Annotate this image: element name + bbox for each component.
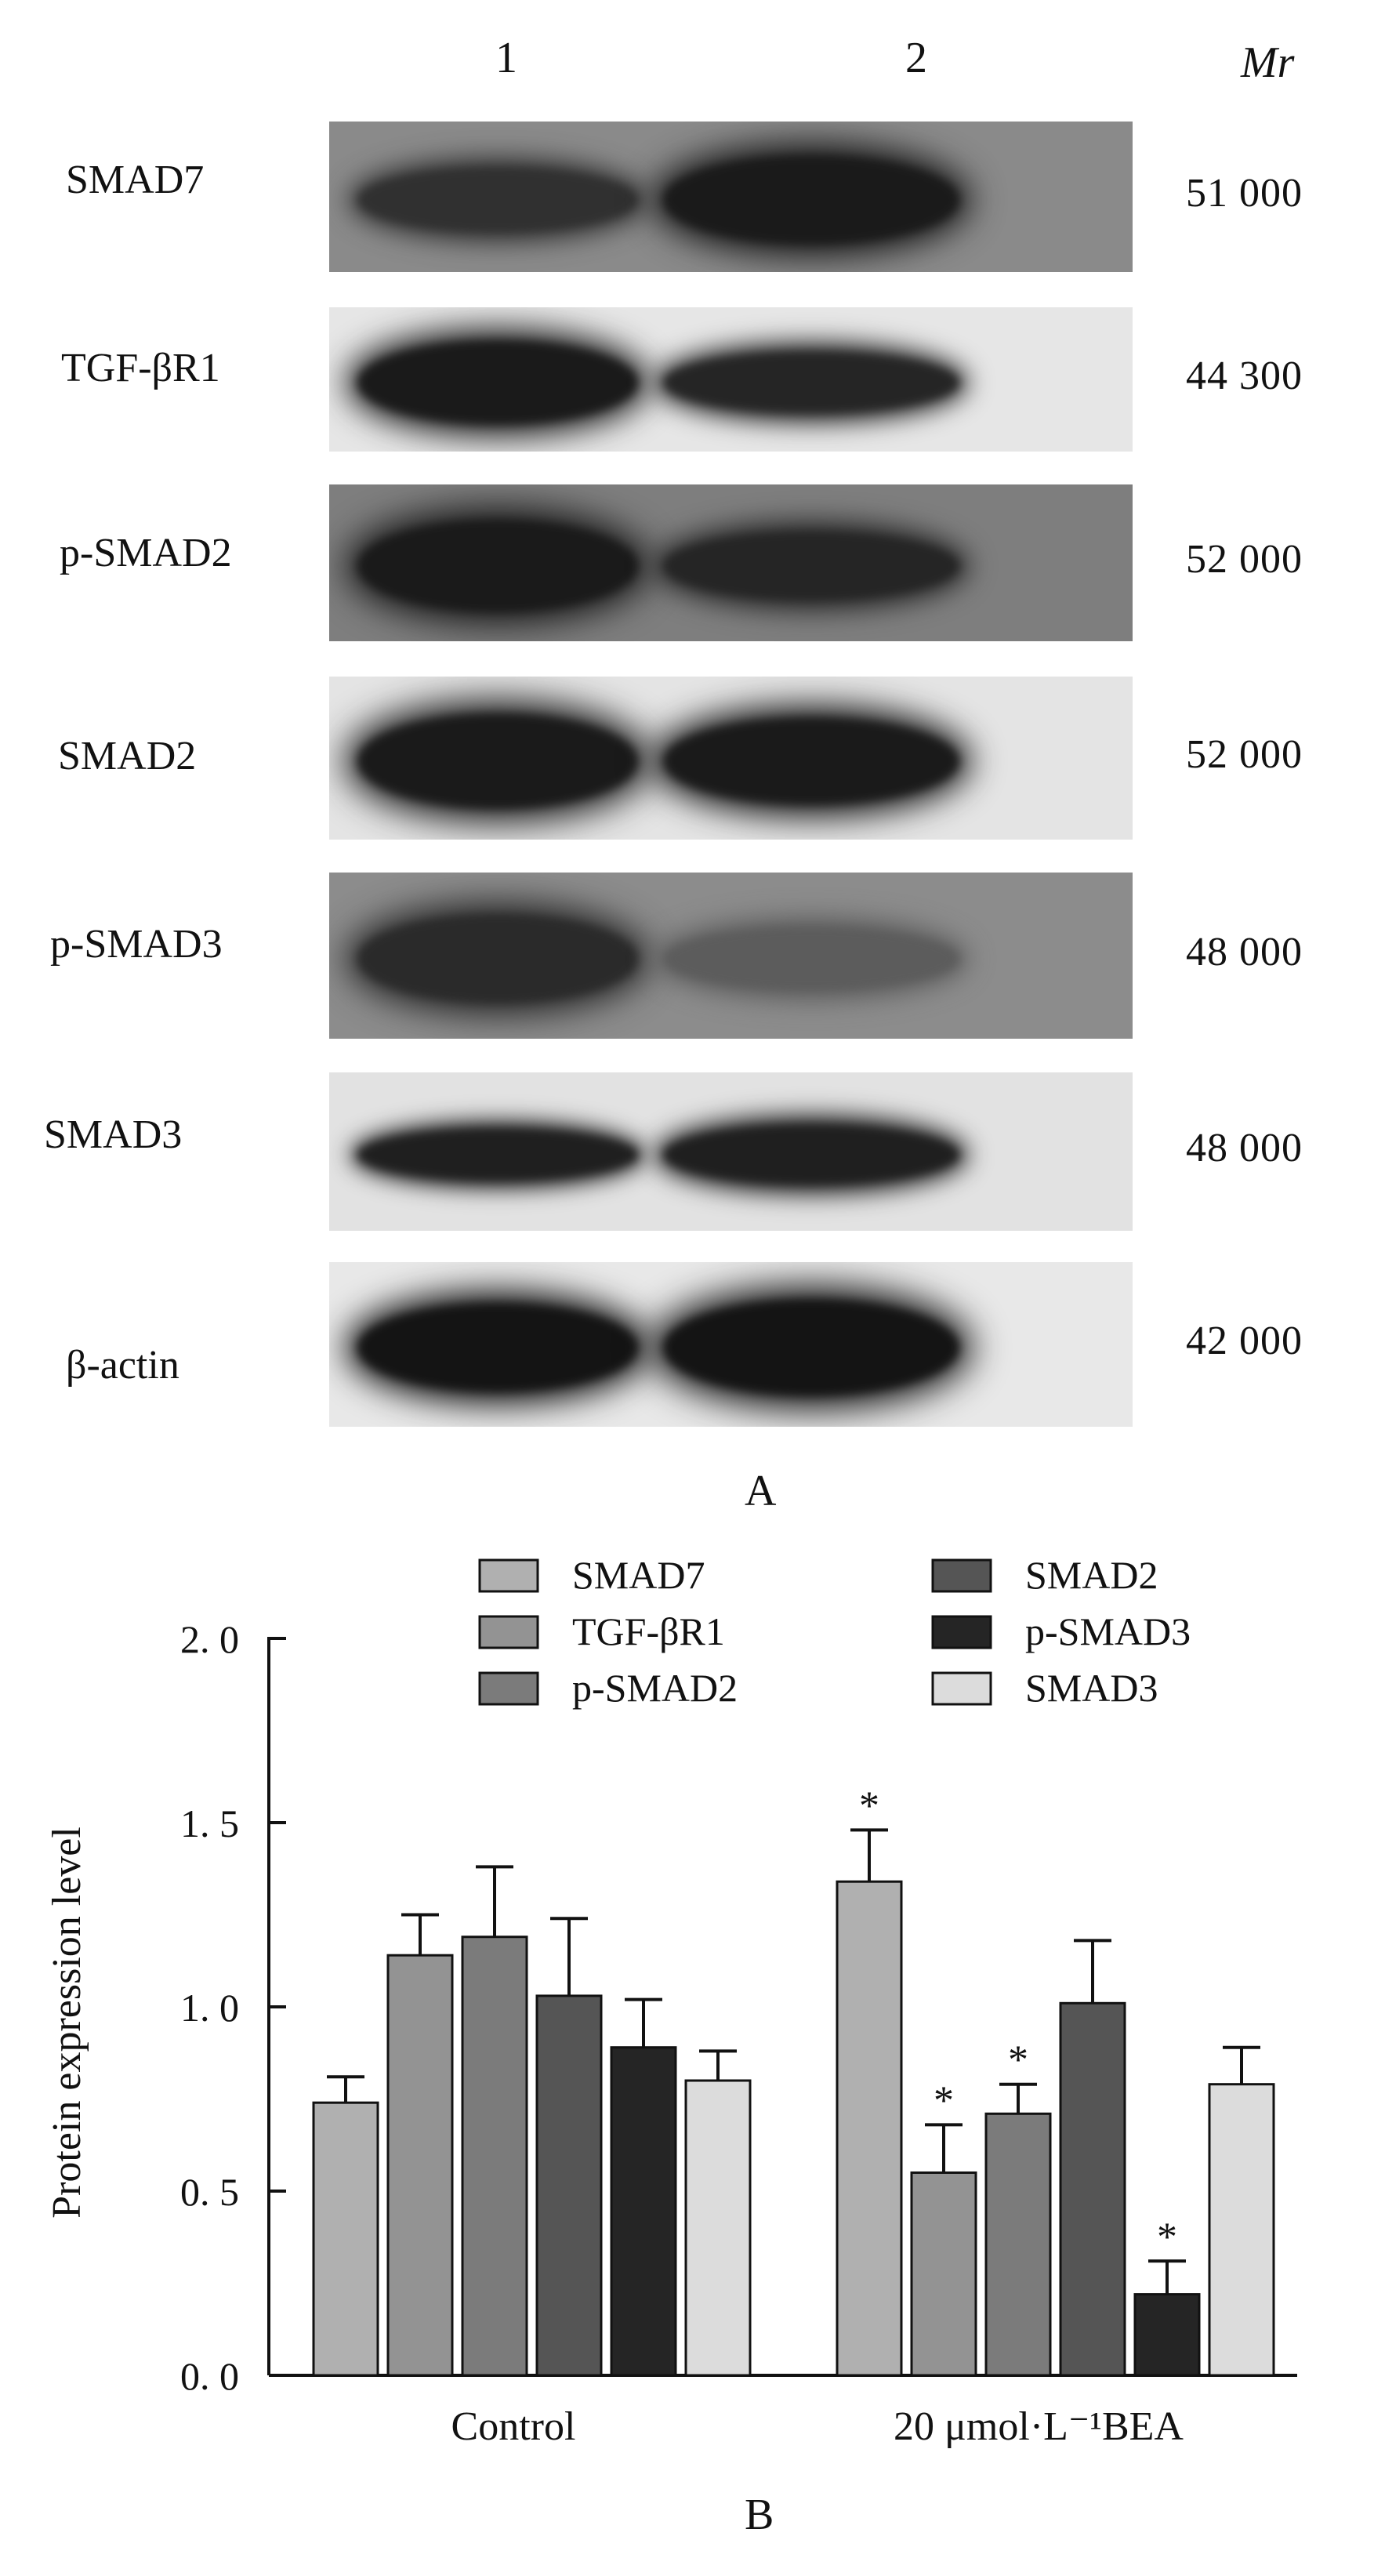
- panel-b-label: B: [745, 2491, 774, 2539]
- y-tick-label: 2. 0: [180, 1617, 239, 1661]
- bar: [461, 1936, 528, 2377]
- significance-marker: *: [1008, 2038, 1028, 2083]
- legend-label: SMAD7: [572, 1553, 705, 1597]
- legend-swatch: [478, 1558, 539, 1593]
- protein-band: [357, 712, 639, 811]
- significance-marker: *: [1157, 2215, 1177, 2259]
- blot-label: SMAD2: [58, 734, 197, 778]
- molecular-weight-label: 48 000: [1186, 930, 1303, 974]
- protein-band: [662, 154, 960, 245]
- blot-label: p-SMAD3: [50, 922, 223, 967]
- y-tick-label: 1. 0: [180, 1986, 239, 2030]
- blot-label: β-actin: [66, 1343, 179, 1388]
- blot-strip: [329, 1072, 1133, 1231]
- bar: [386, 1954, 454, 2377]
- legend-swatch: [931, 1558, 992, 1593]
- blot-strip: [329, 1262, 1133, 1427]
- legend-label: TGF-βR1: [572, 1609, 725, 1653]
- molecular-weight-label: 51 000: [1186, 171, 1303, 216]
- panel-a-label: A: [745, 1467, 777, 1515]
- significance-marker: *: [934, 2078, 954, 2123]
- legend-swatch: [478, 1671, 539, 1706]
- blot-strip: [329, 307, 1133, 452]
- legend-label: p-SMAD3: [1025, 1609, 1191, 1653]
- bar: [312, 2101, 379, 2377]
- bar: [984, 2112, 1052, 2377]
- y-axis-label: Protein expression level: [45, 1827, 89, 2219]
- blot-strip: [329, 677, 1133, 840]
- protein-band: [357, 1127, 639, 1183]
- category-label: 20 μmol·L⁻¹BEA: [894, 2404, 1184, 2449]
- bar: [836, 1880, 903, 2377]
- protein-band: [662, 1123, 960, 1187]
- legend-label: p-SMAD2: [572, 1666, 738, 1710]
- protein-band: [357, 1302, 639, 1393]
- protein-band: [662, 716, 960, 807]
- y-tick-label: 1. 5: [180, 1801, 239, 1845]
- blot-label: TGF-βR1: [61, 346, 220, 390]
- protein-band: [662, 1298, 960, 1397]
- blot-strip: [329, 873, 1133, 1039]
- blot-label: SMAD7: [66, 158, 205, 202]
- molecular-weight-label: 48 000: [1186, 1126, 1303, 1170]
- blot-strip: [329, 484, 1133, 641]
- y-tick-label: 0. 0: [180, 2354, 239, 2398]
- protein-band: [357, 165, 639, 234]
- bar: [610, 2046, 677, 2377]
- legend-swatch: [931, 1615, 992, 1649]
- molecular-weight-label: 52 000: [1186, 732, 1303, 777]
- bar: [1133, 2293, 1201, 2377]
- molecular-weight-label: 44 300: [1186, 354, 1303, 398]
- legend-swatch: [478, 1615, 539, 1649]
- protein-band: [357, 912, 639, 1005]
- significance-marker: *: [859, 1783, 879, 1828]
- bar-chart: 0. 0 0. 5 1. 0 1. 5 2. 0 Protein expression l…: [45, 1553, 1297, 2449]
- lane-1-label: 1: [495, 34, 517, 82]
- category-label: Control: [451, 2404, 576, 2449]
- protein-band: [662, 925, 960, 992]
- molecular-weight-label: 52 000: [1186, 537, 1303, 582]
- legend-label: SMAD3: [1025, 1666, 1158, 1710]
- bar: [910, 2171, 977, 2377]
- protein-band: [357, 339, 639, 426]
- blot-strip: [329, 122, 1133, 272]
- protein-band: [662, 350, 960, 415]
- protein-band: [662, 531, 960, 601]
- molecular-weight-label: 42 000: [1186, 1319, 1303, 1363]
- y-tick-label: 0. 5: [180, 2170, 239, 2214]
- bar: [1059, 2001, 1126, 2377]
- bar: [684, 2079, 752, 2377]
- protein-band: [357, 519, 639, 613]
- blot-label: p-SMAD2: [60, 531, 232, 575]
- legend-swatch: [931, 1671, 992, 1706]
- mr-header: Mr: [1241, 38, 1295, 87]
- legend-label: SMAD2: [1025, 1553, 1158, 1597]
- blot-label: SMAD3: [44, 1112, 183, 1157]
- bar: [1208, 2083, 1275, 2377]
- bar: [535, 1994, 603, 2377]
- lane-2-label: 2: [905, 34, 927, 82]
